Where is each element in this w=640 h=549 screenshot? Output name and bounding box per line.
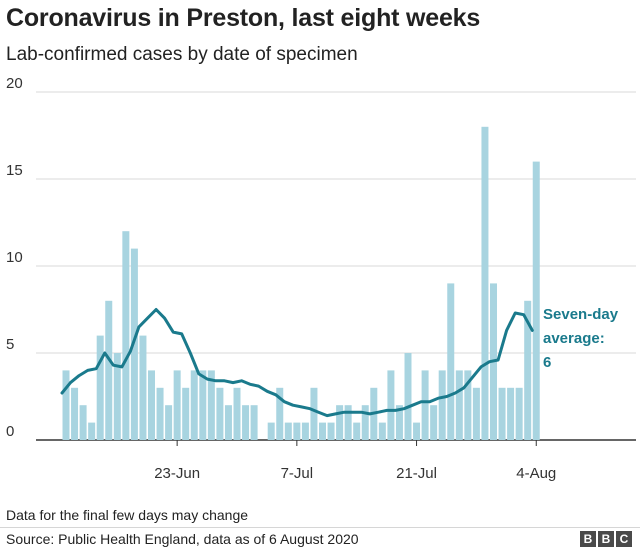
data-note: Data for the final few days may change <box>6 507 249 523</box>
average-line-group <box>60 308 534 418</box>
seven-day-average-line <box>60 308 534 418</box>
bar <box>481 126 489 441</box>
annotation-line-1: Seven-day <box>543 306 619 323</box>
bar <box>96 335 104 440</box>
bar <box>267 422 275 440</box>
bar <box>199 370 207 440</box>
bar <box>293 422 301 440</box>
bar <box>353 422 361 440</box>
bar <box>507 387 515 440</box>
bar <box>344 405 352 440</box>
bar <box>361 405 369 440</box>
bar <box>250 405 258 440</box>
bar <box>156 387 164 440</box>
y-tick-label: 5 <box>6 336 14 353</box>
bar <box>421 370 429 440</box>
bar <box>395 405 403 440</box>
bar <box>242 405 250 440</box>
bar <box>182 387 190 440</box>
bar <box>532 161 540 440</box>
bar <box>387 370 395 440</box>
bars <box>62 126 540 441</box>
bar <box>207 370 215 440</box>
annotation-line-3: 6 <box>543 354 551 371</box>
bar <box>515 387 523 440</box>
bar <box>62 370 70 440</box>
bar <box>378 422 386 440</box>
bar <box>319 422 326 440</box>
bbc-logo-letter: C <box>616 531 632 547</box>
chart-title: Coronavirus in Preston, last eight weeks <box>6 4 481 32</box>
y-tick-label: 20 <box>6 75 23 92</box>
bbc-logo: B B C <box>580 531 632 547</box>
bar <box>472 387 480 440</box>
y-tick-labels: 0 5 10 15 20 <box>6 75 23 440</box>
x-tick-labels: 23-Jun 7-Jul 21-Jul 4-Aug <box>154 440 556 482</box>
bar <box>71 387 79 440</box>
bar <box>190 370 198 440</box>
footer-divider <box>0 527 640 528</box>
bar <box>216 387 224 440</box>
x-tick-label: 21-Jul <box>396 465 437 482</box>
y-tick-label: 10 <box>6 249 23 266</box>
y-tick-label: 15 <box>6 162 23 179</box>
bar <box>464 370 472 440</box>
x-tick-label: 7-Jul <box>281 465 314 482</box>
source-text: Source: Public Health England, data as o… <box>6 531 359 547</box>
bar <box>173 370 181 440</box>
bar <box>524 300 532 440</box>
bar <box>413 422 421 440</box>
bar <box>233 387 241 440</box>
x-tick-label: 23-Jun <box>154 465 200 482</box>
chart: 0 5 10 15 20 23-Jun 7-Jul 21-Jul 4-Aug Seven-da… <box>6 75 636 482</box>
bar <box>327 422 335 440</box>
bar <box>224 405 232 440</box>
annotation-line-2: average: <box>543 330 605 347</box>
bar <box>301 422 309 440</box>
y-tick-label: 0 <box>6 423 14 440</box>
bar <box>310 387 318 440</box>
bar <box>88 422 96 440</box>
bbc-logo-letter: B <box>598 531 614 547</box>
bar <box>139 335 147 440</box>
bar <box>113 353 121 440</box>
bar <box>122 231 130 440</box>
bar <box>79 405 87 440</box>
bar <box>105 300 113 440</box>
bar <box>165 405 173 440</box>
x-tick-label: 4-Aug <box>516 465 556 482</box>
bar <box>438 370 446 440</box>
bar <box>404 353 412 440</box>
bar <box>148 370 155 440</box>
bar <box>498 387 506 440</box>
bar <box>455 370 463 440</box>
chart-subtitle: Lab-confirmed cases by date of specimen <box>6 44 358 65</box>
bar <box>284 422 292 440</box>
bar <box>276 387 284 440</box>
bbc-logo-letter: B <box>580 531 596 547</box>
bar <box>447 283 455 440</box>
bar <box>430 405 438 440</box>
bar <box>336 405 344 440</box>
